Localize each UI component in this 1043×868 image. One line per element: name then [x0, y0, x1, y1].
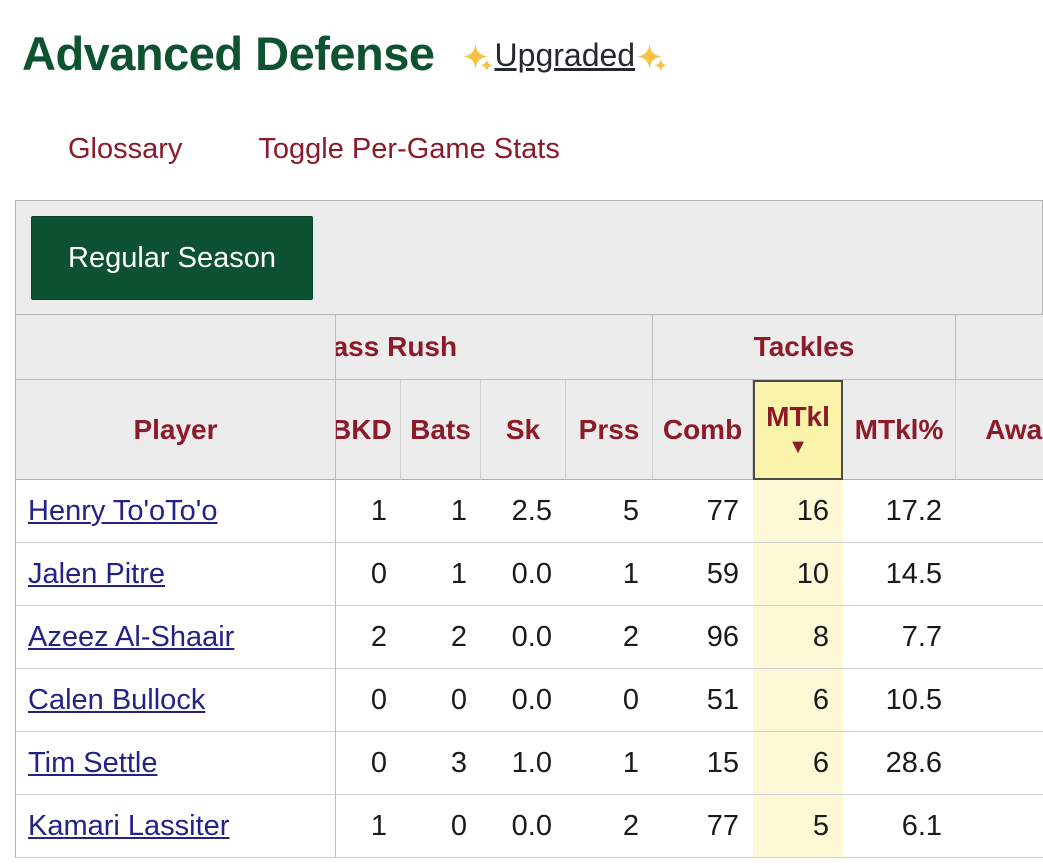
prss-cell: 5: [566, 480, 654, 543]
qbkd-cell: 0: [301, 543, 401, 606]
player-link[interactable]: Azeez Al-Shaair: [28, 620, 235, 653]
sort-descending-icon: ▼: [788, 436, 808, 458]
table-row: Henry To'oTo'o 1 1 2.5 5 77 16 17.2: [16, 480, 1043, 543]
page-title: Advanced Defense: [22, 27, 435, 80]
prss-cell: 2: [566, 795, 654, 858]
awards-cell: [956, 669, 1043, 732]
sk-cell: 0.0: [481, 795, 566, 858]
column-header-row: Player QBKD Bats Sk Prss Comb MTkl ▼ MTk…: [16, 380, 1043, 480]
col-header-prss[interactable]: Prss: [566, 380, 654, 480]
player-cell: Kamari Lassiter: [16, 795, 336, 858]
comb-cell: 59: [653, 543, 754, 606]
comb-cell: 77: [653, 795, 754, 858]
table-row: Kamari Lassiter 1 0 0.0 2 77 5 6.1: [16, 795, 1043, 858]
mtkl-pct-cell: 28.6: [843, 732, 957, 795]
bats-cell: 3: [401, 732, 481, 795]
glossary-link[interactable]: Glossary: [68, 133, 183, 165]
col-header-mtkl-pct[interactable]: MTkl%: [843, 380, 957, 480]
col-header-awards[interactable]: Awards: [956, 380, 1043, 480]
mtkl-pct-cell: 6.1: [843, 795, 957, 858]
awards-cell: [956, 795, 1043, 858]
sk-cell: 0.0: [481, 606, 566, 669]
sparkle-icon: [462, 44, 493, 72]
qbkd-cell: 0: [301, 732, 401, 795]
player-link[interactable]: Henry To'oTo'o: [28, 494, 218, 527]
filter-panel: Regular Season: [15, 200, 1043, 315]
awards-cell: [956, 606, 1043, 669]
col-header-bats[interactable]: Bats: [401, 380, 481, 480]
sk-cell: 0.0: [481, 543, 566, 606]
awards-cell: [956, 543, 1043, 606]
mtkl-cell: 5: [753, 795, 844, 858]
advanced-defense-table: Pass Rush Tackles Player QBKD Bats Sk Pr…: [16, 315, 1043, 858]
prss-cell: 1: [566, 543, 654, 606]
bats-cell: 0: [401, 795, 481, 858]
mtkl-pct-cell: 10.5: [843, 669, 957, 732]
mtkl-cell: 10: [753, 543, 844, 606]
bats-cell: 1: [401, 543, 481, 606]
upgraded-badge: Upgraded: [462, 36, 668, 74]
table-row: Tim Settle 0 3 1.0 1 15 6 28.6: [16, 732, 1043, 795]
group-header-blank: [16, 315, 336, 380]
player-cell: Azeez Al-Shaair: [16, 606, 336, 669]
toolbar: Glossary Toggle Per-Game Stats: [68, 133, 1043, 166]
bats-cell: 0: [401, 669, 481, 732]
player-cell: Tim Settle: [16, 732, 336, 795]
sk-cell: 1.0: [481, 732, 566, 795]
comb-cell: 77: [653, 480, 754, 543]
group-header-awards-blank: [956, 315, 1043, 380]
page-header: Advanced Defense Upgraded: [22, 26, 1043, 81]
regular-season-button[interactable]: Regular Season: [31, 216, 313, 300]
qbkd-cell: 1: [301, 795, 401, 858]
awards-cell: [956, 480, 1043, 543]
mtkl-pct-cell: 17.2: [843, 480, 957, 543]
qbkd-cell: 2: [301, 606, 401, 669]
comb-cell: 96: [653, 606, 754, 669]
player-link[interactable]: Tim Settle: [28, 746, 158, 779]
table-row: Azeez Al-Shaair 2 2 0.0 2 96 8 7.7: [16, 606, 1043, 669]
table-scroll[interactable]: Pass Rush Tackles Player QBKD Bats Sk Pr…: [15, 315, 1043, 858]
col-header-player[interactable]: Player: [16, 380, 336, 480]
sk-cell: 2.5: [481, 480, 566, 543]
comb-cell: 51: [653, 669, 754, 732]
comb-cell: 15: [653, 732, 754, 795]
table-row: Jalen Pitre 0 1 0.0 1 59 10 14.5: [16, 543, 1043, 606]
mtkl-cell: 8: [753, 606, 844, 669]
player-cell: Henry To'oTo'o: [16, 480, 336, 543]
player-cell: Jalen Pitre: [16, 543, 336, 606]
table-row: Calen Bullock 0 0 0.0 0 51 6 10.5: [16, 669, 1043, 732]
mtkl-pct-cell: 7.7: [843, 606, 957, 669]
bats-cell: 2: [401, 606, 481, 669]
col-header-comb[interactable]: Comb: [653, 380, 754, 480]
player-cell: Calen Bullock: [16, 669, 336, 732]
prss-cell: 0: [566, 669, 654, 732]
player-link[interactable]: Kamari Lassiter: [28, 809, 230, 842]
prss-cell: 1: [566, 732, 654, 795]
toggle-per-game-link[interactable]: Toggle Per-Game Stats: [258, 133, 560, 165]
group-header-tackles: Tackles: [653, 315, 957, 380]
mtkl-cell: 6: [753, 669, 844, 732]
col-header-mtkl-sorted[interactable]: MTkl ▼: [753, 380, 844, 480]
bats-cell: 1: [401, 480, 481, 543]
sparkle-icon: [637, 44, 668, 72]
mtkl-cell: 16: [753, 480, 844, 543]
upgraded-link[interactable]: Upgraded: [494, 36, 636, 73]
group-header-row: Pass Rush Tackles: [16, 315, 1043, 380]
col-header-mtkl-label: MTkl: [766, 401, 830, 432]
mtkl-pct-cell: 14.5: [843, 543, 957, 606]
qbkd-cell: 1: [301, 480, 401, 543]
qbkd-cell: 0: [301, 669, 401, 732]
col-header-sk[interactable]: Sk: [481, 380, 566, 480]
prss-cell: 2: [566, 606, 654, 669]
sk-cell: 0.0: [481, 669, 566, 732]
player-link[interactable]: Calen Bullock: [28, 683, 206, 716]
awards-cell: [956, 732, 1043, 795]
player-link[interactable]: Jalen Pitre: [28, 557, 166, 590]
mtkl-cell: 6: [753, 732, 844, 795]
